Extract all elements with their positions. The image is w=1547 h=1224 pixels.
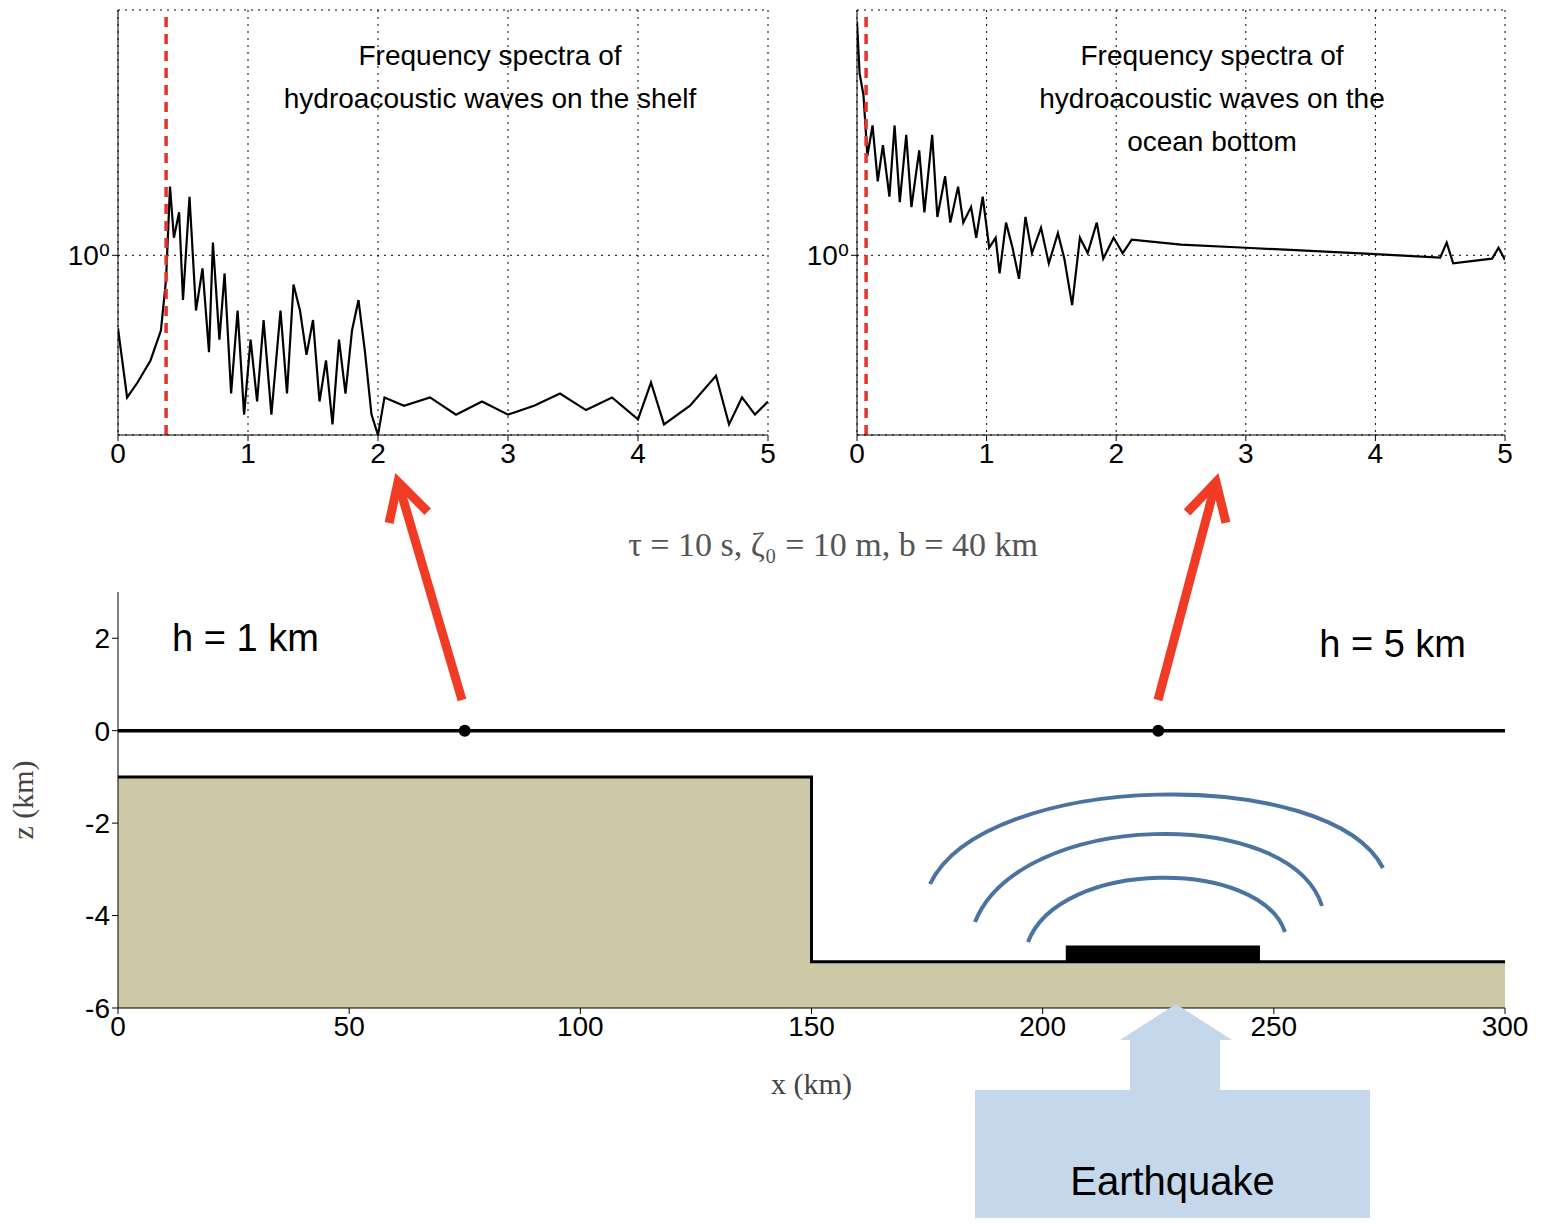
html-text:hydroacoustic waves on the: hydroacoustic waves on the — [1039, 83, 1385, 114]
svg-text:0: 0 — [849, 438, 865, 469]
html-text:h = 1 km: h = 1 km — [172, 617, 319, 659]
svg-text:250: 250 — [1250, 1011, 1297, 1042]
svg-text:z (km): z (km) — [6, 760, 40, 839]
html-text:Earthquake: Earthquake — [1070, 1159, 1275, 1203]
svg-text:0: 0 — [94, 716, 110, 747]
svg-text:-4: -4 — [85, 900, 110, 931]
svg-text:100: 100 — [557, 1011, 604, 1042]
svg-text:0: 0 — [110, 1011, 126, 1042]
svg-text:2: 2 — [370, 438, 386, 469]
svg-text:150: 150 — [788, 1011, 835, 1042]
svg-text:5: 5 — [760, 438, 776, 469]
svg-text:2: 2 — [1108, 438, 1124, 469]
svg-text:x (km): x (km) — [771, 1067, 852, 1101]
svg-text:3: 3 — [1238, 438, 1254, 469]
svg-text:3: 3 — [500, 438, 516, 469]
svg-text:300: 300 — [1482, 1011, 1529, 1042]
html-text:τ = 10 s, ζ₀ = 10 m, b = 40 km: τ = 10 s, ζ₀ = 10 m, b = 40 km — [628, 526, 1038, 563]
svg-text:4: 4 — [630, 438, 646, 469]
svg-text:-6: -6 — [85, 993, 110, 1024]
svg-text:5: 5 — [1497, 438, 1513, 469]
svg-text:10⁰: 10⁰ — [68, 240, 110, 271]
svg-text:1: 1 — [979, 438, 995, 469]
svg-text:10⁰: 10⁰ — [807, 240, 849, 271]
html-text:ocean bottom: ocean bottom — [1127, 126, 1297, 157]
html-text:hydroacoustic waves on the she: hydroacoustic waves on the shelf — [283, 83, 697, 114]
svg-text:50: 50 — [334, 1011, 365, 1042]
svg-text:1: 1 — [240, 438, 256, 469]
svg-text:0: 0 — [110, 438, 126, 469]
html-text:h = 5 km: h = 5 km — [1319, 623, 1466, 665]
html-text:Frequency spectra of: Frequency spectra of — [1080, 40, 1344, 71]
html-text:Frequency spectra of: Frequency spectra of — [358, 40, 622, 71]
svg-text:4: 4 — [1368, 438, 1384, 469]
svg-text:-2: -2 — [85, 808, 110, 839]
svg-text:200: 200 — [1019, 1011, 1066, 1042]
svg-text:2: 2 — [94, 623, 110, 654]
